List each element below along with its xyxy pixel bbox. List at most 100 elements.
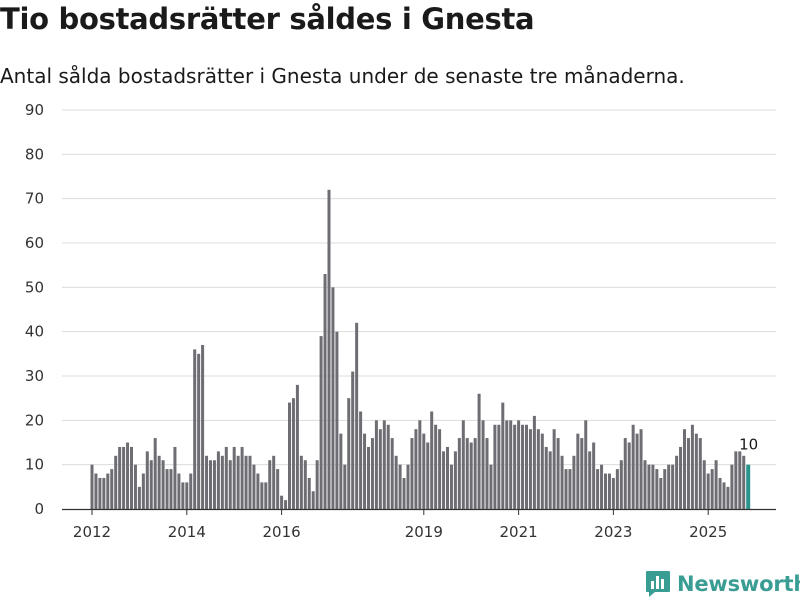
- bar: [157, 455, 161, 509]
- bar: [90, 464, 94, 509]
- bar: [686, 438, 690, 509]
- y-tick-label: 20: [25, 411, 44, 429]
- bar: [220, 455, 224, 509]
- y-tick-label: 10: [25, 456, 44, 474]
- bar: [465, 438, 469, 509]
- bar: [580, 438, 584, 509]
- bar: [631, 424, 635, 509]
- bar: [153, 438, 157, 509]
- bar: [370, 438, 374, 509]
- bar: [303, 460, 307, 509]
- bar: [426, 442, 430, 509]
- bar: [706, 473, 710, 509]
- bar: [374, 420, 378, 509]
- bar: [106, 473, 110, 509]
- bar: [264, 482, 268, 509]
- bar: [260, 482, 264, 509]
- bar: [228, 460, 232, 509]
- bar: [738, 451, 742, 509]
- x-tick-label: 2014: [168, 523, 206, 541]
- bar: [568, 469, 572, 509]
- bar: [694, 433, 698, 509]
- bar: [347, 398, 351, 509]
- bar: [110, 469, 114, 509]
- bar: [607, 473, 611, 509]
- bar: [718, 477, 722, 509]
- y-tick-label: 70: [25, 190, 44, 208]
- bar: [734, 451, 738, 509]
- bar: [528, 429, 532, 509]
- bar: [604, 473, 607, 509]
- x-tick-label: 2016: [263, 523, 301, 541]
- bar: [130, 446, 133, 509]
- bar: [461, 420, 465, 509]
- bar: [315, 460, 319, 509]
- bar: [493, 424, 497, 509]
- bar: [548, 451, 552, 509]
- bar: [185, 482, 189, 509]
- bar: [722, 482, 726, 509]
- y-tick-label: 60: [25, 234, 44, 252]
- bar: [343, 464, 347, 509]
- bar: [288, 402, 291, 509]
- bar: [272, 455, 276, 509]
- bar: [299, 455, 303, 509]
- bar: [149, 460, 153, 509]
- bar: [623, 438, 627, 509]
- bar: [596, 469, 600, 509]
- bar: [398, 464, 402, 509]
- chart-title: Tio bostadsrätter såldes i Gnesta: [0, 2, 535, 36]
- bar: [418, 420, 422, 509]
- bar: [457, 438, 461, 509]
- y-tick-label: 50: [25, 278, 44, 296]
- bar: [655, 469, 659, 509]
- bar: [252, 464, 256, 509]
- chart-subtitle: Antal sålda bostadsrätter i Gnesta under…: [0, 64, 685, 88]
- bar: [295, 384, 299, 509]
- bar: [683, 429, 686, 509]
- bar: [212, 460, 216, 509]
- bar: [584, 420, 588, 509]
- newsworthy-logo[interactable]: Newsworthy: [645, 570, 800, 598]
- bar: [659, 477, 663, 509]
- y-tick-label: 30: [25, 367, 44, 385]
- bar: [394, 455, 398, 509]
- bar: [730, 464, 734, 509]
- bar: [256, 473, 260, 509]
- bar: [307, 477, 311, 509]
- bar: [141, 473, 145, 509]
- bar: [133, 464, 137, 509]
- bar: [710, 469, 714, 509]
- bar: [145, 451, 149, 509]
- y-tick-label: 0: [34, 500, 44, 518]
- bar: [473, 438, 477, 509]
- bar: [311, 491, 315, 509]
- bar: [615, 469, 619, 509]
- bar: [442, 451, 446, 509]
- bar: [291, 398, 295, 509]
- bar: [446, 446, 449, 509]
- bar: [536, 429, 540, 509]
- bar: [363, 433, 367, 509]
- bar: [323, 274, 327, 509]
- bar: [481, 420, 485, 509]
- bar: [663, 469, 667, 509]
- x-tick-label: 2019: [405, 523, 443, 541]
- bar: [122, 446, 126, 509]
- bar: [114, 455, 118, 509]
- bar: [552, 429, 556, 509]
- bar: [588, 451, 592, 509]
- bar: [216, 451, 220, 509]
- bar: [564, 469, 568, 509]
- bar: [449, 464, 453, 509]
- bar: [556, 438, 560, 509]
- bar: [126, 442, 130, 509]
- bar-highlight: [746, 464, 751, 509]
- bar: [572, 455, 576, 509]
- bar: [165, 469, 169, 509]
- bar: [540, 433, 544, 509]
- bar: [224, 446, 228, 509]
- bar: [197, 353, 201, 509]
- bar: [240, 446, 244, 509]
